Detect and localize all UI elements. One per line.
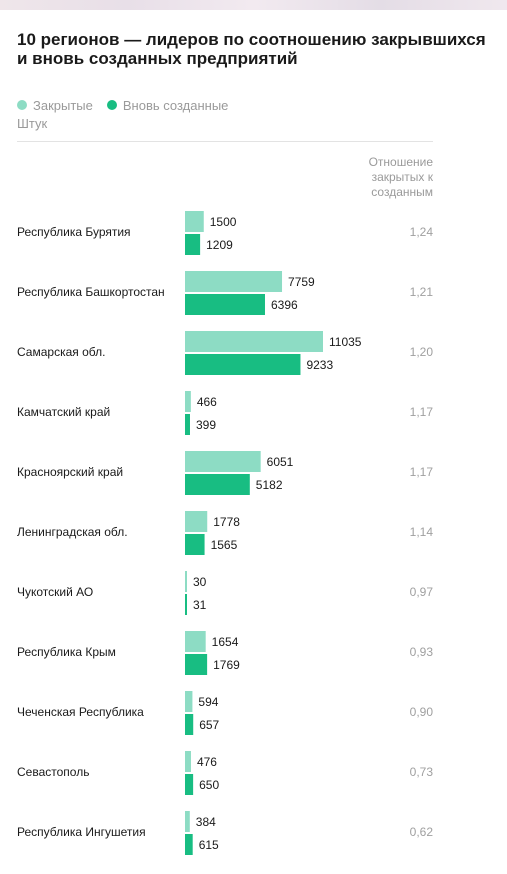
chart-row: Севастополь 476 650 0,73 [17,751,433,795]
value-label-closed: 594 [198,695,218,709]
region-label: Республика Башкортостан [17,285,165,299]
chart-row: Республика Ингушетия 384 615 0,62 [17,811,433,855]
region-label: Самарская обл. [17,345,105,359]
value-label-new: 657 [199,718,219,732]
region-label: Чукотский АО [17,585,93,599]
ratio-label: 0,73 [410,765,434,779]
chart-row: Красноярский край 6051 5182 1,17 [17,451,433,495]
legend: Закрытые Вновь созданные [17,97,242,113]
value-label-closed: 30 [193,575,207,589]
bar-closed [185,331,323,352]
ratio-label: 0,97 [410,585,434,599]
region-label: Чеченская Республика [17,705,144,719]
chart-row: Ленинградская обл. 1778 1565 1,14 [17,511,433,555]
bar-new [185,774,194,795]
value-label-closed: 6051 [267,455,294,469]
ratio-label: 1,17 [410,465,434,479]
chart-row: Самарская обл. 11035 9233 1,20 [17,331,433,375]
value-label-new: 615 [199,838,219,852]
region-label: Камчатский край [17,405,110,419]
bar-new [185,234,201,255]
legend-item-closed: Закрытые [17,98,93,113]
region-label: Севастополь [17,765,89,779]
region-label: Республика Бурятия [17,225,131,239]
bar-new [185,414,190,435]
bar-new [185,474,250,495]
ratio-label: 0,93 [410,645,434,659]
bar-closed [185,391,191,412]
bar-new [185,294,265,315]
value-label-closed: 1500 [210,215,237,229]
value-label-new: 1565 [211,538,238,552]
region-label: Республика Ингушетия [17,825,146,839]
chart-row: Республика Крым 1654 1769 0,93 [17,631,433,675]
value-label-new: 1769 [213,658,240,672]
legend-dot-new [106,100,117,110]
bar-closed [185,811,190,832]
chart-row: Камчатский край 466 399 1,17 [17,391,433,435]
legend-item-new: Вновь созданные [106,97,229,113]
value-label-closed: 476 [197,755,217,769]
bar-closed [185,271,283,292]
bar-closed [185,511,208,532]
value-label-new: 9233 [306,358,333,372]
ratio-column-header: Отношение закрытых к созданным [368,155,433,199]
value-label-new: 650 [199,778,219,792]
bar-new [185,654,208,675]
ratio-label: 0,62 [410,825,434,839]
bar-new [185,714,194,735]
chart-title: 10 регионов — лидеров по соотношению зак… [17,30,486,68]
legend-dot-closed [17,100,27,110]
ratio-label: 1,24 [410,225,434,239]
value-label-closed: 1654 [212,635,239,649]
top-decorative-strip [0,0,507,10]
bar-closed [185,211,204,232]
chart-row: Республика Башкортостан 7759 6396 1,21 [17,271,433,315]
value-label-new: 399 [196,418,216,432]
region-label: Красноярский край [17,465,123,479]
chart-row: Чеченская Республика 594 657 0,90 [17,691,433,735]
bar-new [185,594,187,615]
value-label-new: 31 [193,598,207,612]
value-label-new: 6396 [271,298,298,312]
value-label-closed: 1778 [213,515,240,529]
ratio-label: 1,20 [410,345,434,359]
value-label-closed: 11035 [329,335,362,349]
bar-new [185,354,301,375]
chart-row: Чукотский АО 30 31 0,97 [17,571,433,615]
bar-new [185,834,193,855]
bar-closed [185,571,187,592]
value-label-closed: 7759 [288,275,315,289]
value-label-new: 1209 [206,238,233,252]
ratio-label: 0,90 [410,705,434,719]
value-label-closed: 466 [197,395,217,409]
ratio-label: 1,21 [410,285,434,299]
ratio-label: 1,17 [410,405,434,419]
ratio-label: 1,14 [410,525,434,539]
region-label: Ленинградская обл. [17,525,128,539]
unit-label: Штук [17,116,48,131]
chart-row: Республика Бурятия 1500 1209 1,24 [17,211,433,255]
bar-closed [185,631,206,652]
bar-closed [185,691,193,712]
region-label: Республика Крым [17,645,116,659]
value-label-new: 5182 [256,478,283,492]
bar-closed [185,451,261,472]
bar-closed [185,751,191,772]
legend-label-closed: Закрытые [33,97,93,113]
bar-new [185,534,205,555]
value-label-closed: 384 [196,815,216,829]
legend-label-new: Вновь созданные [122,97,229,113]
header-divider [17,141,433,142]
